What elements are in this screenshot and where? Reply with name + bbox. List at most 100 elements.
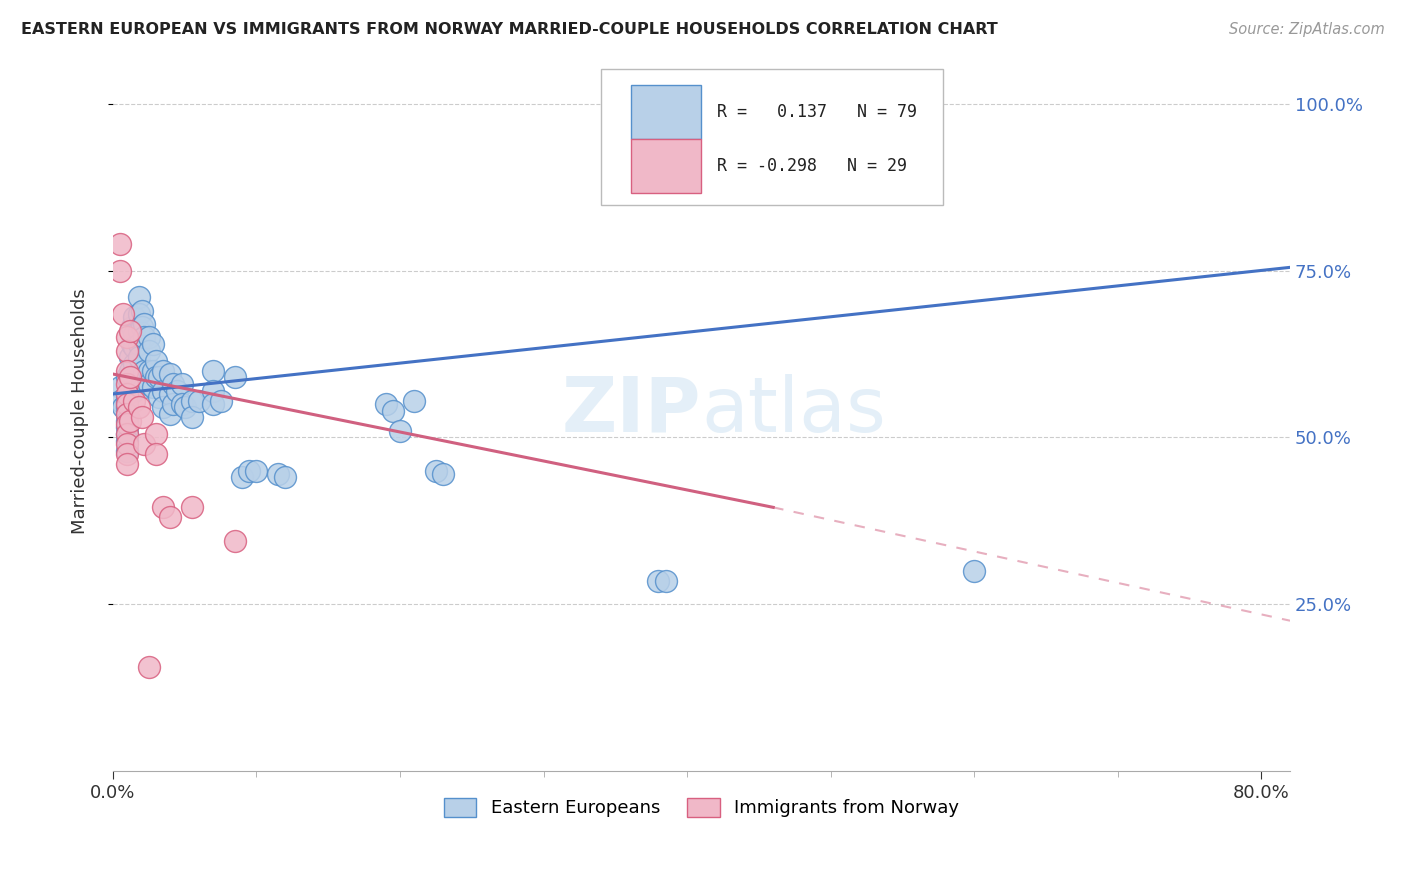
Point <box>120 364 142 378</box>
Point <box>162 397 184 411</box>
Point <box>115 457 138 471</box>
Point <box>245 464 267 478</box>
Point <box>108 380 131 394</box>
Point <box>131 410 153 425</box>
Point <box>138 343 160 358</box>
Point <box>131 377 153 392</box>
Point <box>388 424 411 438</box>
FancyBboxPatch shape <box>631 139 702 193</box>
Point <box>180 500 202 515</box>
Point <box>131 320 153 334</box>
Point <box>124 384 146 398</box>
Point <box>134 330 156 344</box>
Point <box>115 434 138 448</box>
Point <box>131 303 153 318</box>
Point <box>128 307 150 321</box>
Text: EASTERN EUROPEAN VS IMMIGRANTS FROM NORWAY MARRIED-COUPLE HOUSEHOLDS CORRELATION: EASTERN EUROPEAN VS IMMIGRANTS FROM NORW… <box>21 22 998 37</box>
Point <box>432 467 454 481</box>
Point <box>170 397 193 411</box>
Text: atlas: atlas <box>702 374 886 448</box>
Point <box>121 320 143 334</box>
Point <box>115 417 138 431</box>
Point <box>115 330 138 344</box>
Point <box>115 427 138 442</box>
Point <box>159 407 181 421</box>
Point <box>121 337 143 351</box>
Point <box>115 414 138 428</box>
Point <box>142 337 165 351</box>
Point <box>152 384 174 398</box>
Point <box>374 397 396 411</box>
Point <box>115 427 138 442</box>
Point <box>202 364 225 378</box>
Text: ZIP: ZIP <box>562 374 702 448</box>
Point <box>381 403 404 417</box>
Point <box>134 364 156 378</box>
Point <box>128 337 150 351</box>
Point <box>145 427 167 442</box>
Point <box>128 290 150 304</box>
Point <box>134 437 156 451</box>
Point <box>654 574 676 588</box>
Point <box>231 470 253 484</box>
Point <box>180 410 202 425</box>
Point <box>128 401 150 415</box>
Point <box>274 470 297 484</box>
Point <box>145 447 167 461</box>
Point <box>111 307 134 321</box>
Point <box>180 393 202 408</box>
Point <box>108 393 131 408</box>
Point <box>166 384 188 398</box>
Point <box>115 407 138 421</box>
Point <box>124 370 146 384</box>
Point <box>115 401 138 415</box>
Point <box>647 574 669 588</box>
Point <box>134 317 156 331</box>
Point <box>202 384 225 398</box>
Point <box>224 533 246 548</box>
Point <box>209 393 232 408</box>
Y-axis label: Married-couple Households: Married-couple Households <box>72 288 89 533</box>
Point <box>120 414 142 428</box>
Point <box>267 467 290 481</box>
Point <box>120 351 142 365</box>
Point <box>115 437 138 451</box>
Point <box>138 660 160 674</box>
Point <box>115 447 138 461</box>
Point <box>152 401 174 415</box>
Point <box>142 380 165 394</box>
Point <box>159 510 181 524</box>
Point <box>138 364 160 378</box>
FancyBboxPatch shape <box>602 69 943 205</box>
Point <box>145 370 167 384</box>
Point <box>108 263 131 277</box>
Point <box>238 464 260 478</box>
Point <box>124 357 146 371</box>
Point <box>115 443 138 458</box>
Point <box>162 377 184 392</box>
FancyBboxPatch shape <box>631 85 702 139</box>
Point <box>188 393 211 408</box>
Point <box>148 390 170 404</box>
Point <box>115 370 138 384</box>
Text: R = -0.298   N = 29: R = -0.298 N = 29 <box>717 157 907 175</box>
Point <box>159 367 181 381</box>
Point <box>128 324 150 338</box>
Point <box>134 380 156 394</box>
Point <box>138 330 160 344</box>
Point <box>173 401 195 415</box>
Point <box>152 500 174 515</box>
Point <box>115 397 138 411</box>
Point <box>170 377 193 392</box>
Point <box>115 407 138 421</box>
Point <box>115 387 138 401</box>
Point <box>404 393 426 408</box>
Point <box>159 387 181 401</box>
Point <box>202 397 225 411</box>
Text: R =   0.137   N = 79: R = 0.137 N = 79 <box>717 103 917 121</box>
Point <box>115 377 138 392</box>
Point <box>115 393 138 408</box>
Point <box>148 370 170 384</box>
Point <box>128 351 150 365</box>
Point <box>115 420 138 434</box>
